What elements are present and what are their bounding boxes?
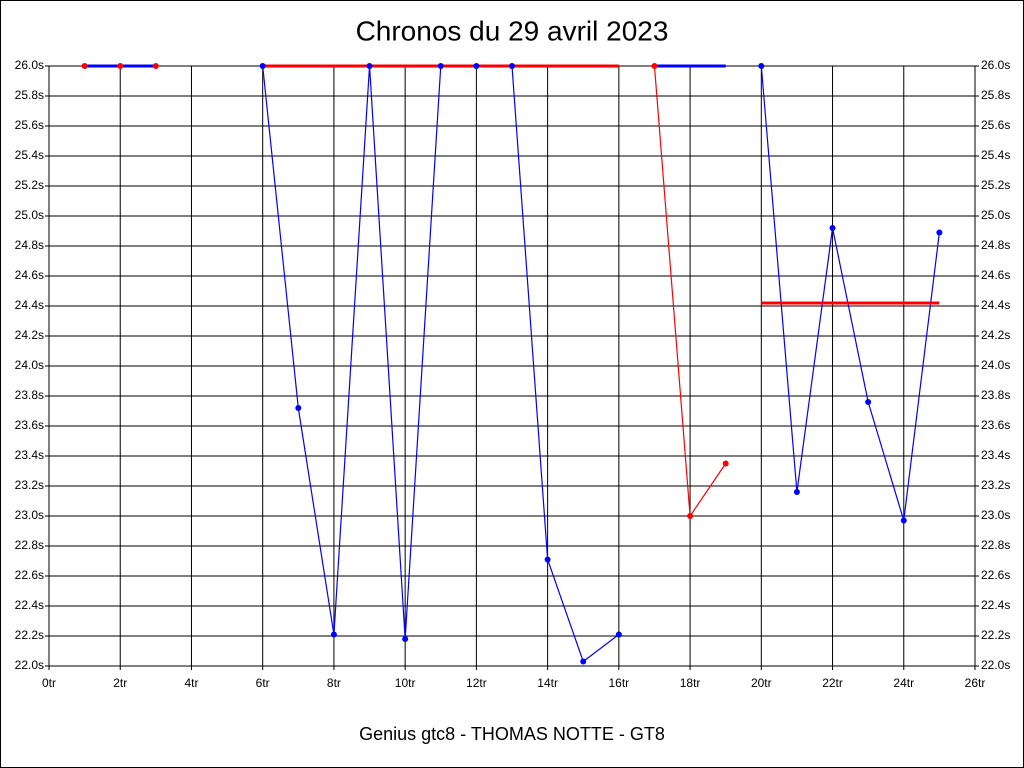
x-tick-label: 12tr	[466, 676, 487, 690]
y-tick-label: 26.0s	[15, 58, 44, 72]
y-tick-label: 24.6s	[15, 268, 44, 282]
data-point	[152, 63, 159, 69]
y-tick-label: 24.8s	[15, 238, 44, 252]
x-tick-label: 8tr	[327, 676, 341, 690]
y2-tick-label: 22.4s	[981, 598, 1010, 612]
y2-tick-label: 24.4s	[981, 298, 1010, 312]
data-point	[829, 225, 836, 231]
y-tick-label: 24.2s	[15, 328, 44, 342]
y-tick-label: 25.6s	[15, 118, 44, 132]
data-point	[722, 460, 729, 467]
series-line	[760, 65, 940, 521]
data-point	[793, 489, 800, 495]
x-tick-label: 20tr	[751, 676, 772, 690]
y2-tick-label: 24.8s	[981, 238, 1010, 252]
y2-tick-label: 22.8s	[981, 538, 1010, 552]
x-tick-label: 2tr	[113, 676, 127, 690]
y-tick-label: 25.0s	[15, 208, 44, 222]
data-point	[687, 513, 694, 519]
x-tick-label: 24tr	[893, 676, 914, 690]
y2-tick-label: 25.6s	[981, 118, 1010, 132]
y2-tick-label: 23.8s	[981, 388, 1010, 402]
y-tick-label: 25.2s	[15, 178, 44, 192]
data-point	[936, 229, 943, 236]
y2-tick-label: 23.6s	[981, 418, 1010, 432]
data-point	[117, 63, 124, 69]
x-axis-label: Genius gtc8 - THOMAS NOTTE - GT8	[359, 724, 665, 744]
data-point	[865, 399, 872, 405]
y-tick-label: 23.2s	[15, 478, 44, 492]
y2-tick-label: 22.2s	[981, 628, 1010, 642]
y-tick-label: 25.8s	[15, 88, 44, 102]
x-tick-label: 26tr	[965, 676, 986, 690]
y-tick-label: 22.0s	[15, 658, 44, 672]
data-point	[259, 63, 266, 69]
data-point	[437, 63, 444, 69]
data-point	[402, 636, 409, 642]
y-tick-label: 22.4s	[15, 598, 44, 612]
y2-tick-label: 23.0s	[981, 508, 1010, 522]
y2-tick-label: 24.0s	[981, 358, 1010, 372]
y2-tick-label: 25.8s	[981, 88, 1010, 102]
y-tick-label: 22.6s	[15, 568, 44, 582]
data-point	[615, 631, 622, 638]
y-tick-label: 23.6s	[15, 418, 44, 432]
y-tick-label: 25.4s	[15, 148, 44, 162]
y2-tick-label: 24.6s	[981, 268, 1010, 282]
x-tick-label: 4tr	[184, 676, 198, 690]
x-tick-label: 14tr	[537, 676, 558, 690]
data-point	[295, 405, 302, 411]
chart-title: Chronos du 29 avril 2023	[356, 15, 669, 46]
data-point	[758, 63, 765, 69]
x-tick-label: 18tr	[680, 676, 701, 690]
y-tick-label: 23.0s	[15, 508, 44, 522]
y-tick-label: 23.8s	[15, 388, 44, 402]
data-point	[81, 63, 88, 69]
y-tick-label: 24.4s	[15, 298, 44, 312]
x-tick-label: 6tr	[256, 676, 270, 690]
y-tick-label: 22.8s	[15, 538, 44, 552]
y2-tick-label: 22.6s	[981, 568, 1010, 582]
y2-tick-label: 23.2s	[981, 478, 1010, 492]
y2-tick-label: 25.4s	[981, 148, 1010, 162]
x-tick-label: 22tr	[822, 676, 843, 690]
data-point	[900, 517, 907, 524]
x-tick-label: 16tr	[609, 676, 630, 690]
data-point	[330, 631, 337, 638]
data-point	[473, 63, 480, 69]
data-point	[544, 556, 551, 563]
data-point	[366, 63, 373, 69]
y-tick-label: 23.4s	[15, 448, 44, 462]
data-point	[651, 63, 658, 69]
y2-tick-label: 22.0s	[981, 658, 1010, 672]
y2-tick-label: 24.2s	[981, 328, 1010, 342]
y2-tick-label: 25.0s	[981, 208, 1010, 222]
y2-tick-label: 23.4s	[981, 448, 1010, 462]
y2-tick-label: 25.2s	[981, 178, 1010, 192]
x-tick-label: 10tr	[395, 676, 416, 690]
data-point	[580, 658, 587, 665]
data-point	[509, 63, 515, 69]
y-tick-label: 22.2s	[15, 628, 44, 642]
y-tick-label: 24.0s	[15, 358, 44, 372]
y2-tick-label: 26.0s	[981, 58, 1010, 72]
x-tick-label: 0tr	[42, 676, 56, 690]
